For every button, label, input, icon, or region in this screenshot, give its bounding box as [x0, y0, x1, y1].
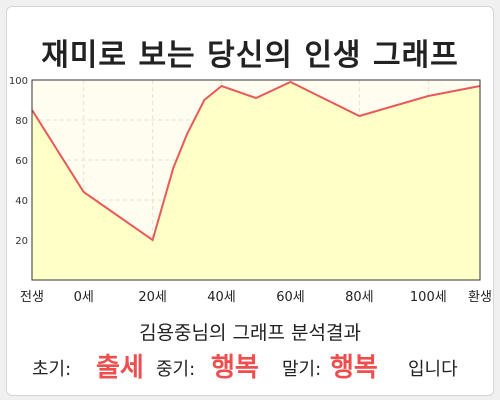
x-tick-label: 80세 [345, 290, 374, 305]
x-tick-label: 60세 [276, 290, 305, 305]
y-tick-label: 40 [15, 196, 28, 207]
early-value: 출세 [96, 353, 144, 383]
y-tick-label: 20 [15, 236, 28, 247]
x-tick-label: 40세 [207, 290, 236, 305]
y-tick-label: 100 [9, 76, 28, 87]
late-value: 행복 [330, 353, 378, 383]
x-tick-label: 20세 [138, 290, 167, 305]
analysis-subtitle: 김용중님의 그래프 분석결과 [139, 322, 361, 344]
x-tick-label: 100세 [410, 290, 447, 305]
x-tick-label: 0세 [74, 290, 94, 305]
chart-title: 재미로 보는 당신의 인생 그래프 [41, 38, 459, 73]
x-tick-label: 전생 [20, 290, 44, 305]
y-tick-label: 80 [15, 116, 28, 127]
life-area-fill [32, 82, 480, 280]
early-label: 초기: [32, 359, 72, 380]
mid-value: 행복 [211, 353, 259, 383]
plot-frame [31, 79, 481, 281]
y-tick-label: 60 [15, 156, 28, 167]
x-tick-label: 환생 [468, 290, 492, 305]
ending-text: 입니다 [408, 359, 458, 380]
late-label: 말기: [282, 359, 322, 380]
mid-label: 중기: [156, 359, 196, 380]
life-line [31, 80, 481, 242]
